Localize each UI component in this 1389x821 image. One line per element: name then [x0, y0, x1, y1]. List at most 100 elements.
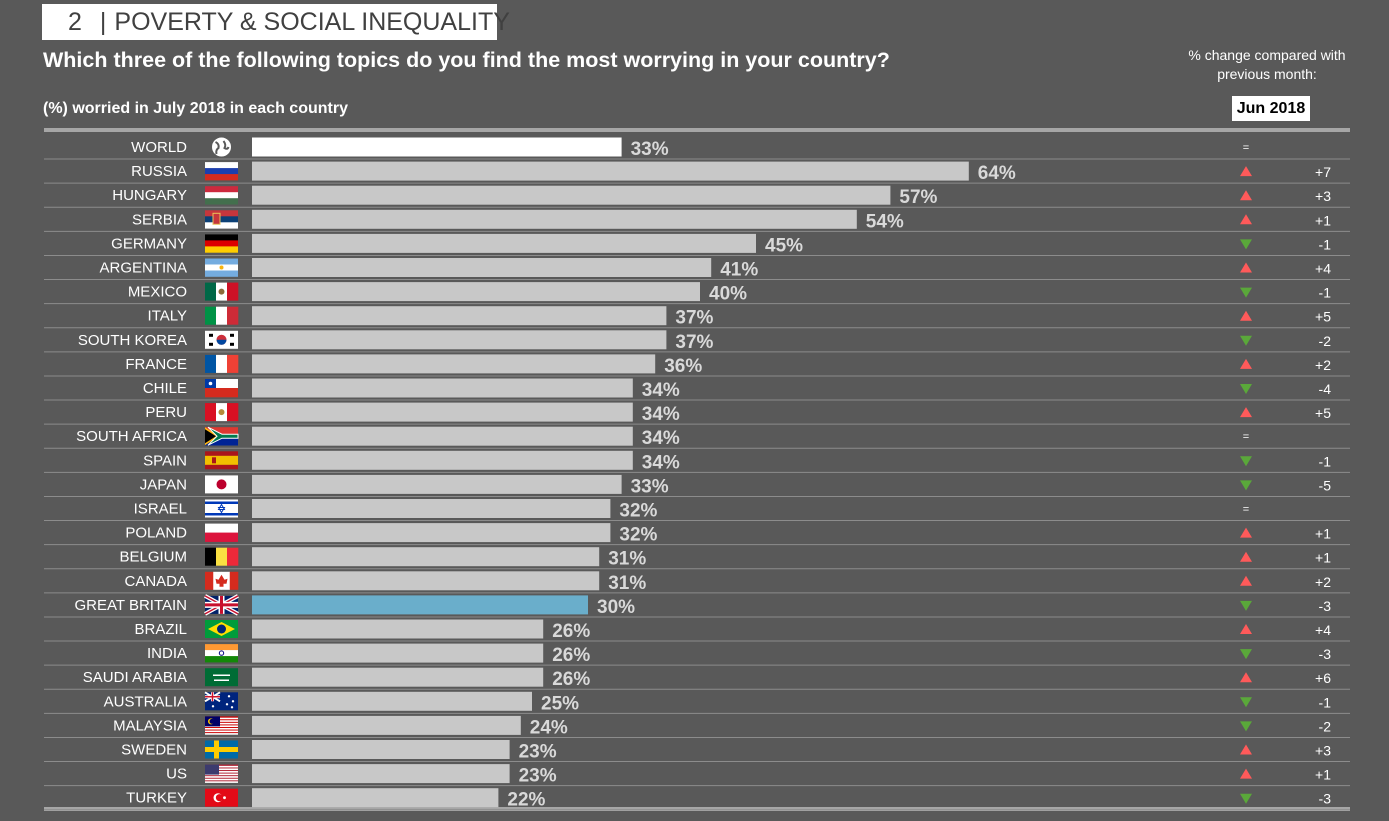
bar-south-africa [252, 426, 633, 446]
value-label-world: 33% [631, 139, 669, 160]
change-value-serbia: +1 [1315, 212, 1331, 228]
bar-malaysia [252, 715, 521, 735]
country-label-belgium: BELGIUM [119, 549, 187, 566]
title-separator: | [99, 8, 107, 36]
bar-france [252, 354, 656, 374]
bar-brazil [252, 619, 544, 639]
value-label-spain: 34% [642, 452, 680, 473]
change-value-malaysia: -2 [1319, 718, 1332, 734]
value-label-malaysia: 24% [530, 717, 568, 738]
mexico-flag-icon [205, 282, 239, 301]
change-value-argentina: +4 [1315, 261, 1331, 277]
israel-flag-icon [205, 499, 238, 518]
compare-month-badge: Jun 2018 [1232, 96, 1310, 121]
change-value-sweden: +3 [1315, 743, 1331, 759]
change-value-france: +2 [1315, 357, 1331, 373]
up-arrow-icon [1240, 672, 1252, 683]
france-flag-icon [205, 354, 239, 373]
value-label-germany: 45% [765, 235, 803, 256]
value-label-south-korea: 37% [675, 332, 713, 353]
value-label-turkey: 22% [507, 790, 545, 811]
country-label-south-africa: SOUTH AFRICA [76, 428, 187, 445]
country-label-saudi-arabia: SAUDI ARABIA [83, 669, 187, 686]
change-value-italy: +5 [1315, 309, 1331, 325]
down-arrow-icon [1240, 239, 1252, 250]
section-title: 2 | POVERTY & SOCIAL INEQUALITY [42, 4, 510, 40]
australia-flag-icon [204, 691, 238, 711]
bar-great-britain [252, 595, 588, 615]
down-arrow-icon [1240, 480, 1252, 491]
great-britain-flag-icon [204, 594, 239, 616]
bottom-rule [44, 807, 1350, 811]
change-value-turkey: -3 [1319, 791, 1332, 807]
country-label-germany: GERMANY [111, 235, 187, 252]
india-flag-icon [205, 644, 238, 663]
country-label-turkey: TURKEY [126, 790, 187, 807]
bar-serbia [252, 209, 857, 229]
down-arrow-icon [1240, 335, 1252, 346]
down-arrow-icon [1240, 600, 1252, 611]
value-label-chile: 34% [642, 380, 680, 401]
up-arrow-icon [1240, 214, 1252, 225]
change-value-mexico: -1 [1319, 285, 1332, 301]
value-label-south-africa: 34% [642, 428, 680, 449]
value-label-mexico: 40% [709, 284, 747, 305]
us-flag-icon [205, 764, 238, 783]
germany-flag-icon [205, 234, 238, 253]
country-label-france: FRANCE [125, 356, 187, 373]
country-label-hungary: HUNGARY [112, 187, 187, 204]
sweden-flag-icon [205, 740, 238, 759]
country-label-malaysia: MALAYSIA [113, 717, 187, 734]
brazil-flag-icon [205, 620, 238, 638]
change-value-saudi-arabia: +6 [1315, 670, 1331, 686]
up-arrow-icon [1240, 262, 1252, 273]
country-label-argentina: ARGENTINA [99, 260, 187, 277]
change-value-brazil: +4 [1315, 622, 1331, 638]
up-arrow-icon [1240, 551, 1252, 562]
change-value-australia: -1 [1319, 694, 1332, 710]
country-label-us: US [166, 766, 187, 783]
value-label-russia: 64% [978, 163, 1016, 184]
question-title: Which three of the following topics do y… [43, 48, 890, 72]
bar-israel [252, 499, 611, 518]
canada-flag-icon [205, 571, 239, 590]
down-arrow-icon [1240, 793, 1252, 804]
country-label-russia: RUSSIA [131, 163, 187, 180]
change-value-belgium: +1 [1315, 550, 1331, 566]
up-arrow-icon [1240, 358, 1252, 369]
bar-south-korea [252, 330, 667, 350]
up-arrow-icon [1240, 624, 1252, 634]
up-arrow-icon [1240, 407, 1252, 418]
up-arrow-icon [1240, 166, 1252, 177]
change-value-great-britain: -3 [1319, 598, 1332, 614]
change-value-japan: -5 [1319, 477, 1332, 493]
down-arrow-icon [1240, 649, 1252, 660]
value-label-hungary: 57% [899, 187, 937, 208]
bar-russia [252, 161, 969, 181]
bar-japan [252, 474, 622, 494]
bar-saudi-arabia [252, 667, 544, 687]
poland-flag-icon [205, 523, 238, 542]
italy-flag-icon [205, 306, 239, 325]
country-label-world: WORLD [131, 139, 187, 156]
down-arrow-icon [1240, 721, 1252, 732]
change-value-chile: -4 [1319, 381, 1332, 397]
south-africa-flag-icon [205, 426, 239, 446]
country-label-mexico: MEXICO [128, 284, 187, 301]
bar-italy [252, 306, 667, 326]
section-topic: POVERTY & SOCIAL INEQUALITY [114, 8, 510, 36]
change-value-us: +1 [1315, 767, 1331, 783]
country-label-canada: CANADA [124, 573, 187, 590]
bar-belgium [252, 547, 600, 567]
country-label-great-britain: GREAT BRITAIN [74, 597, 187, 614]
chile-flag-icon [205, 379, 238, 398]
down-arrow-icon [1240, 456, 1252, 467]
change-value-spain: -1 [1319, 453, 1332, 469]
bar-world [252, 137, 622, 157]
up-arrow-icon [1240, 575, 1252, 586]
bar-germany [252, 233, 756, 253]
down-arrow-icon [1240, 697, 1252, 708]
country-label-italy: ITALY [148, 308, 187, 325]
value-label-belgium: 31% [608, 549, 646, 570]
change-value-russia: +7 [1315, 164, 1331, 180]
